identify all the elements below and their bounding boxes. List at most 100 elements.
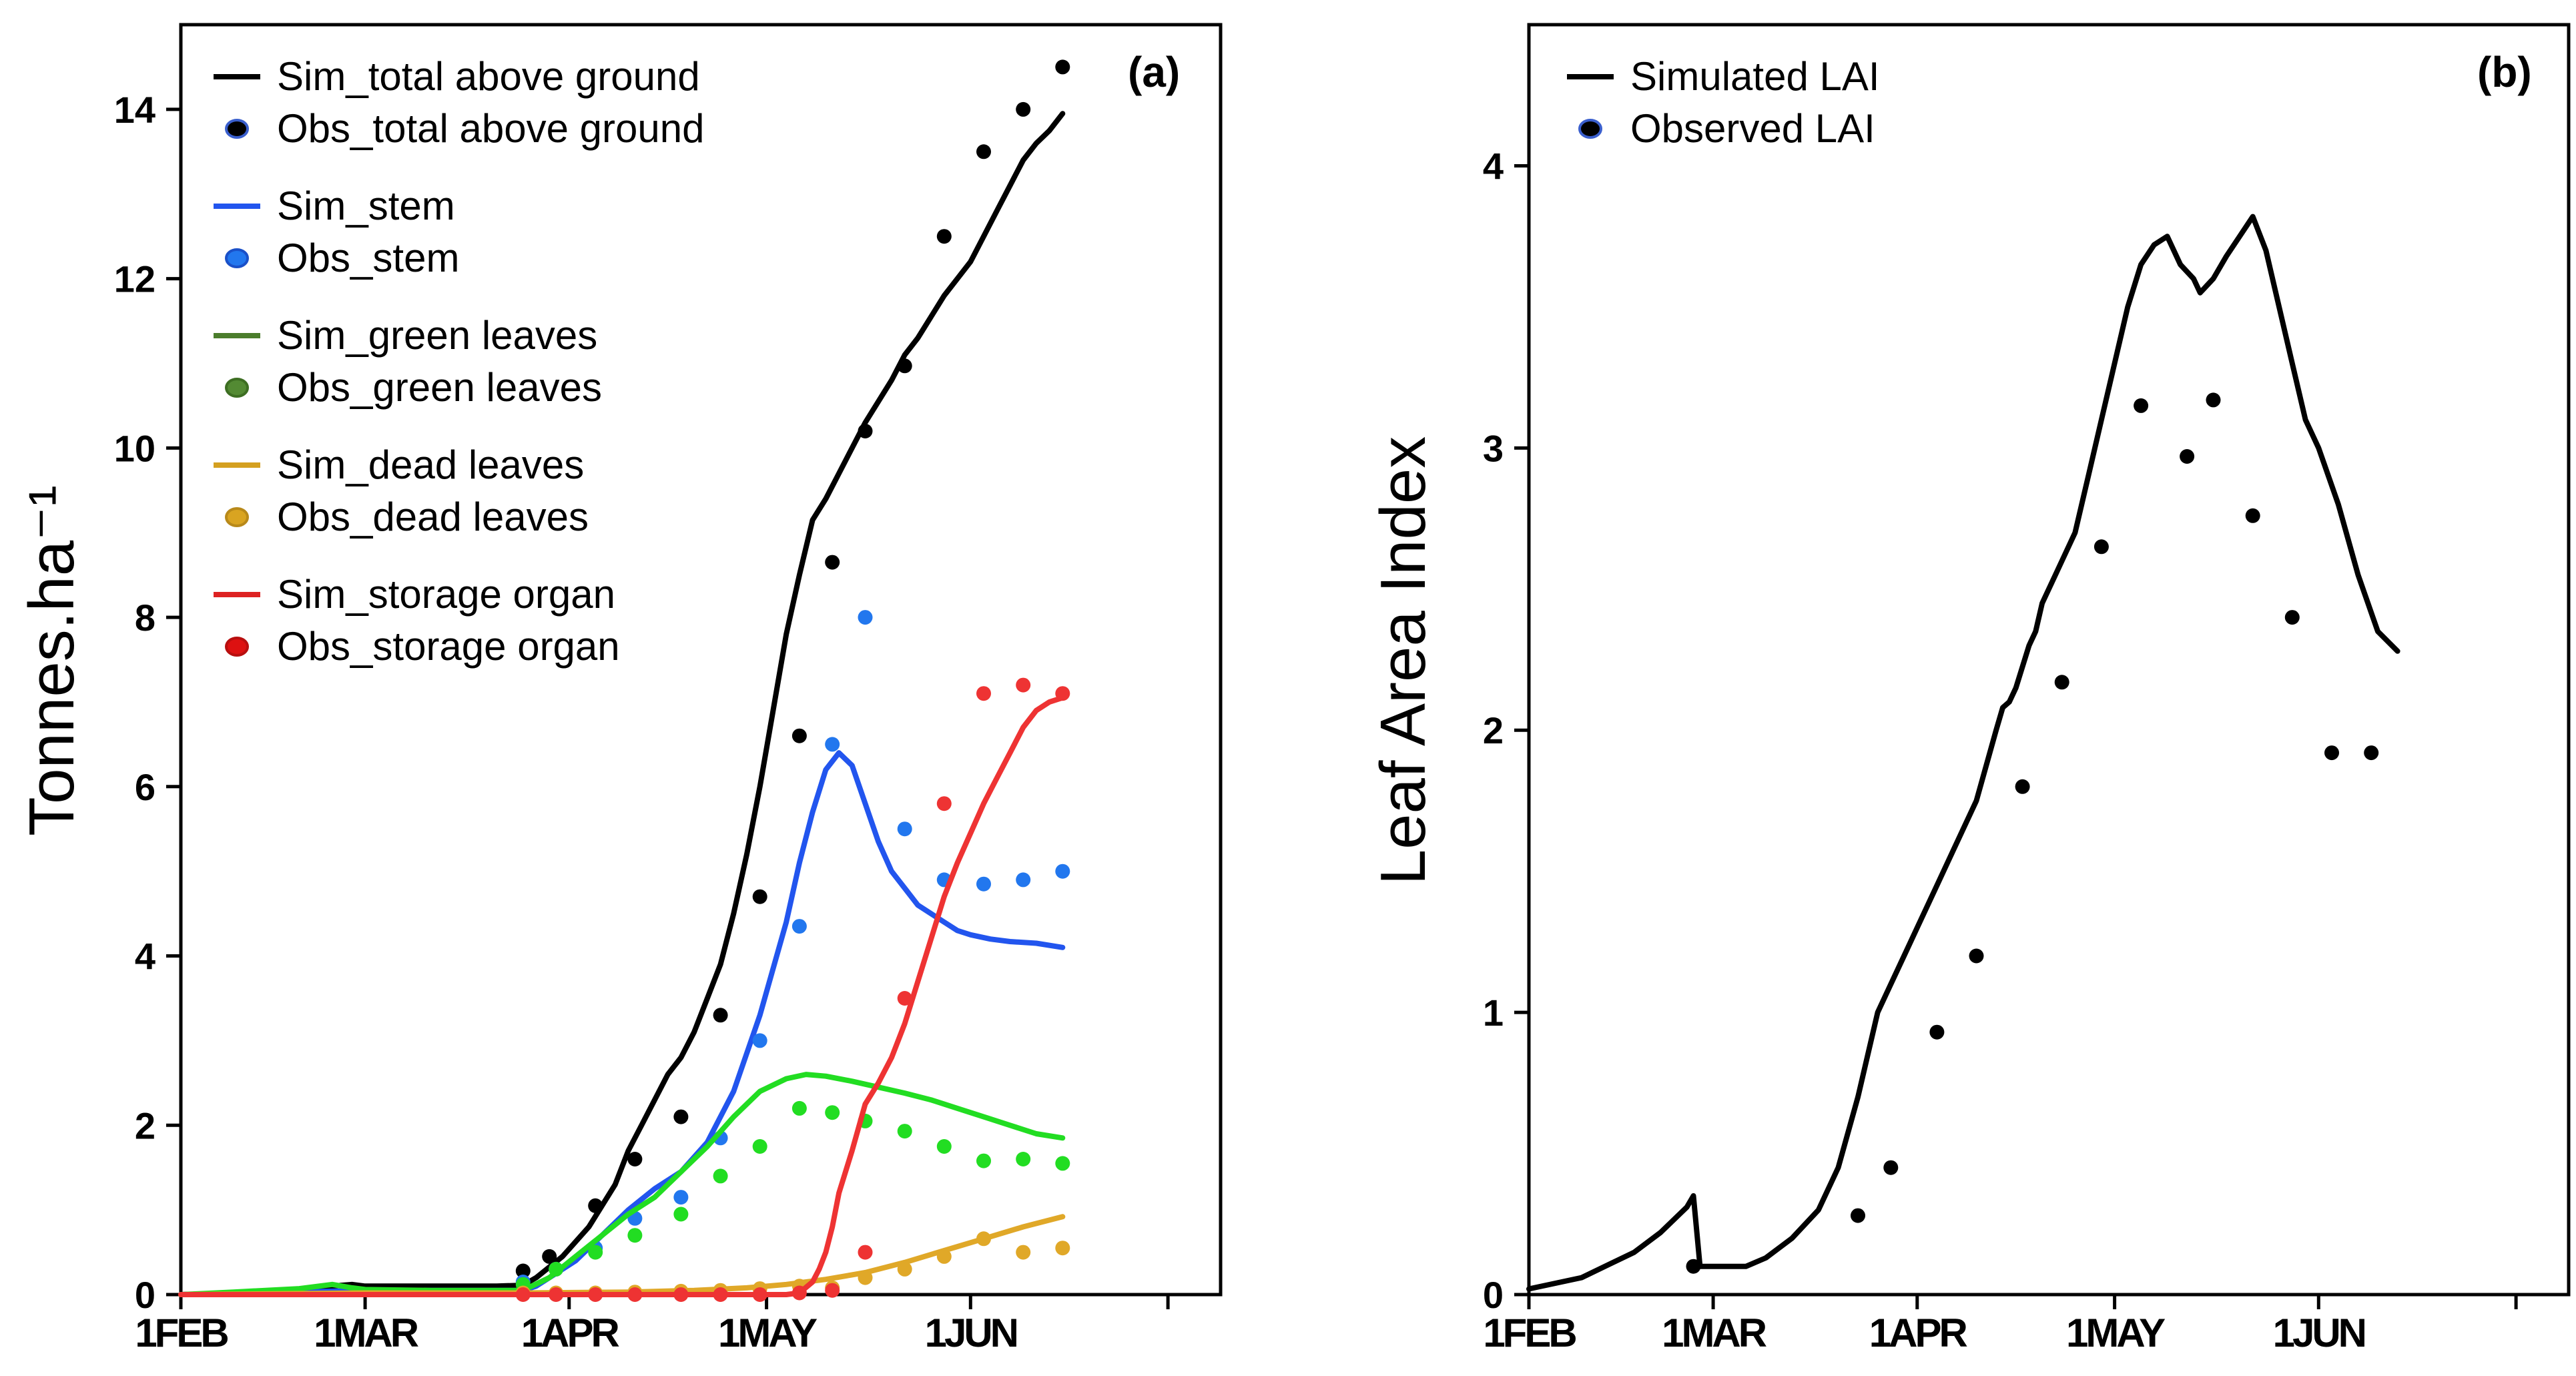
y-tick-label: 10 xyxy=(114,427,155,469)
data-point-obs-green-leaves xyxy=(627,1228,643,1243)
data-point-obs-dead-leaves xyxy=(897,1261,912,1277)
panel-a-legend: Sim_total above ground Obs_total above gr… xyxy=(214,54,704,669)
data-point-observed-lai xyxy=(1851,1208,1865,1223)
panel-b-ticks: 0 1 2 3 4 1FEB 1MAR 1APR 1MAY 1JUN xyxy=(1483,145,2518,1355)
y-tick-label: 6 xyxy=(135,766,155,808)
y-tick-label: 3 xyxy=(1483,427,1504,469)
x-tick-label: 1FEB xyxy=(135,1311,228,1355)
data-point-obs-storage-organ xyxy=(752,1287,767,1302)
y-tick-label: 12 xyxy=(114,258,155,300)
data-point-obs-stem xyxy=(673,1190,689,1205)
panel-b-label: (b) xyxy=(2477,48,2532,96)
x-tick-label: 1APR xyxy=(1869,1311,1968,1355)
legend-label-simulated-lai: Simulated LAI xyxy=(1630,54,1880,99)
data-point-obs-storage-organ xyxy=(673,1287,689,1302)
data-point-obs-total-above-ground xyxy=(1055,59,1070,75)
data-point-obs-storage-organ xyxy=(858,1245,873,1260)
data-point-obs-green-leaves xyxy=(1055,1156,1070,1171)
panel-a: 0 2 4 6 8 10 12 14 1FEB 1MAR 1APR 1MAY 1JUN Sim_tota… xyxy=(16,23,1223,1355)
data-point-obs-storage-organ xyxy=(825,1283,840,1298)
data-point-obs-total-above-ground xyxy=(897,358,912,374)
panel-b-y-axis-label: Leaf Area Index xyxy=(1367,436,1439,886)
data-point-obs-storage-organ xyxy=(936,796,952,811)
data-point-obs-stem xyxy=(752,1033,767,1048)
series-line-sim-total-above-ground xyxy=(178,111,1066,1297)
data-point-obs-total-above-ground xyxy=(936,229,952,244)
data-point-obs-storage-organ xyxy=(588,1287,603,1302)
x-tick-label: 1MAY xyxy=(718,1311,818,1355)
y-tick-label: 2 xyxy=(1483,709,1504,751)
data-point-obs-total-above-ground xyxy=(627,1152,643,1166)
data-point-obs-total-above-ground xyxy=(976,144,991,159)
data-point-observed-lai xyxy=(1969,948,1984,964)
data-point-obs-green-leaves xyxy=(791,1100,807,1116)
y-tick-label: 0 xyxy=(1483,1274,1504,1316)
data-point-observed-lai xyxy=(2284,610,2300,625)
data-point-obs-stem xyxy=(825,737,840,752)
y-tick-label: 4 xyxy=(135,936,155,978)
legend-label-sim-green-leaves: Sim_green leaves xyxy=(277,313,597,358)
data-point-obs-total-above-ground xyxy=(1016,101,1031,117)
data-point-obs-stem xyxy=(897,821,912,837)
x-tick-label: 1JUN xyxy=(925,1311,1017,1355)
legend-marker-obs-stem xyxy=(225,248,249,268)
x-tick-label: 1FEB xyxy=(1483,1311,1576,1355)
data-point-obs-total-above-ground xyxy=(791,728,807,743)
data-point-obs-green-leaves xyxy=(713,1168,728,1184)
x-tick-label: 1MAY xyxy=(2066,1311,2166,1355)
data-point-observed-lai xyxy=(2180,449,2195,464)
legend-label-obs-dead-leaves: Obs_dead leaves xyxy=(277,494,589,539)
x-tick-label: 1JUN xyxy=(2273,1311,2365,1355)
data-point-obs-total-above-ground xyxy=(858,424,873,438)
panel-a-ticks: 0 2 4 6 8 10 12 14 1FEB 1MAR 1APR 1MAY 1JUN xyxy=(114,89,1170,1355)
legend-marker-observed-lai xyxy=(1578,119,1602,139)
data-point-obs-storage-organ xyxy=(976,686,991,701)
legend-label-obs-total-above-ground: Obs_total above ground xyxy=(277,106,704,151)
legend-label-sim-storage-organ: Sim_storage organ xyxy=(277,572,615,617)
x-tick-label: 1APR xyxy=(521,1311,620,1355)
legend-marker-obs-dead-leaves xyxy=(225,507,249,527)
y-tick-label: 0 xyxy=(135,1274,155,1316)
data-point-observed-lai xyxy=(1929,1024,1945,1040)
panel-b-series xyxy=(1526,214,2400,1292)
y-tick-label: 8 xyxy=(135,597,155,639)
data-point-obs-total-above-ground xyxy=(825,555,840,570)
data-point-obs-dead-leaves xyxy=(976,1231,991,1247)
y-tick-label: 2 xyxy=(135,1104,155,1146)
panel-a-y-axis-label: Tonnes.ha⁻¹ xyxy=(16,485,87,836)
data-point-observed-lai xyxy=(2364,745,2379,761)
data-point-obs-green-leaves xyxy=(588,1245,603,1260)
panel-a-label: (a) xyxy=(1128,48,1180,96)
panel-b-axes-frame xyxy=(1527,23,2571,1297)
series-line-sim-stem xyxy=(178,750,1066,1297)
data-point-observed-lai xyxy=(2245,508,2260,523)
data-point-observed-lai xyxy=(2206,392,2221,408)
legend-label-sim-total-above-ground: Sim_total above ground xyxy=(277,54,700,99)
data-point-obs-total-above-ground xyxy=(673,1109,689,1124)
x-tick-label: 1MAR xyxy=(314,1311,419,1355)
data-point-obs-storage-organ xyxy=(515,1287,531,1302)
legend-label-obs-storage-organ: Obs_storage organ xyxy=(277,624,620,669)
data-point-obs-storage-organ xyxy=(1016,677,1031,693)
data-point-obs-stem xyxy=(791,919,807,934)
data-point-obs-storage-organ xyxy=(627,1287,643,1302)
x-tick-label: 1MAR xyxy=(1662,1311,1767,1355)
panel-b-legend: Simulated LAI Observed LAI xyxy=(1567,54,1880,151)
panel-a-series xyxy=(178,59,1070,1302)
data-point-obs-storage-organ xyxy=(1055,686,1070,701)
series-line-sim-storage-organ xyxy=(178,695,1066,1297)
legend-label-sim-stem: Sim_stem xyxy=(277,184,455,228)
y-tick-label: 14 xyxy=(114,89,155,131)
data-point-obs-storage-organ xyxy=(549,1287,564,1302)
y-tick-label: 1 xyxy=(1483,992,1504,1034)
series-line-sim-dead-leaves xyxy=(178,1214,1066,1297)
panel-b: 0 1 2 3 4 1FEB 1MAR 1APR 1MAY 1JUN Simulated LAI O… xyxy=(1367,23,2571,1355)
legend-marker-obs-green-leaves xyxy=(225,378,249,398)
data-point-obs-dead-leaves xyxy=(936,1249,952,1264)
data-point-obs-green-leaves xyxy=(1016,1152,1031,1166)
data-point-obs-stem xyxy=(1055,864,1070,879)
data-point-obs-dead-leaves xyxy=(858,1270,873,1285)
y-tick-label: 4 xyxy=(1483,145,1504,187)
data-point-obs-green-leaves xyxy=(976,1153,991,1168)
data-point-obs-green-leaves xyxy=(825,1105,840,1120)
